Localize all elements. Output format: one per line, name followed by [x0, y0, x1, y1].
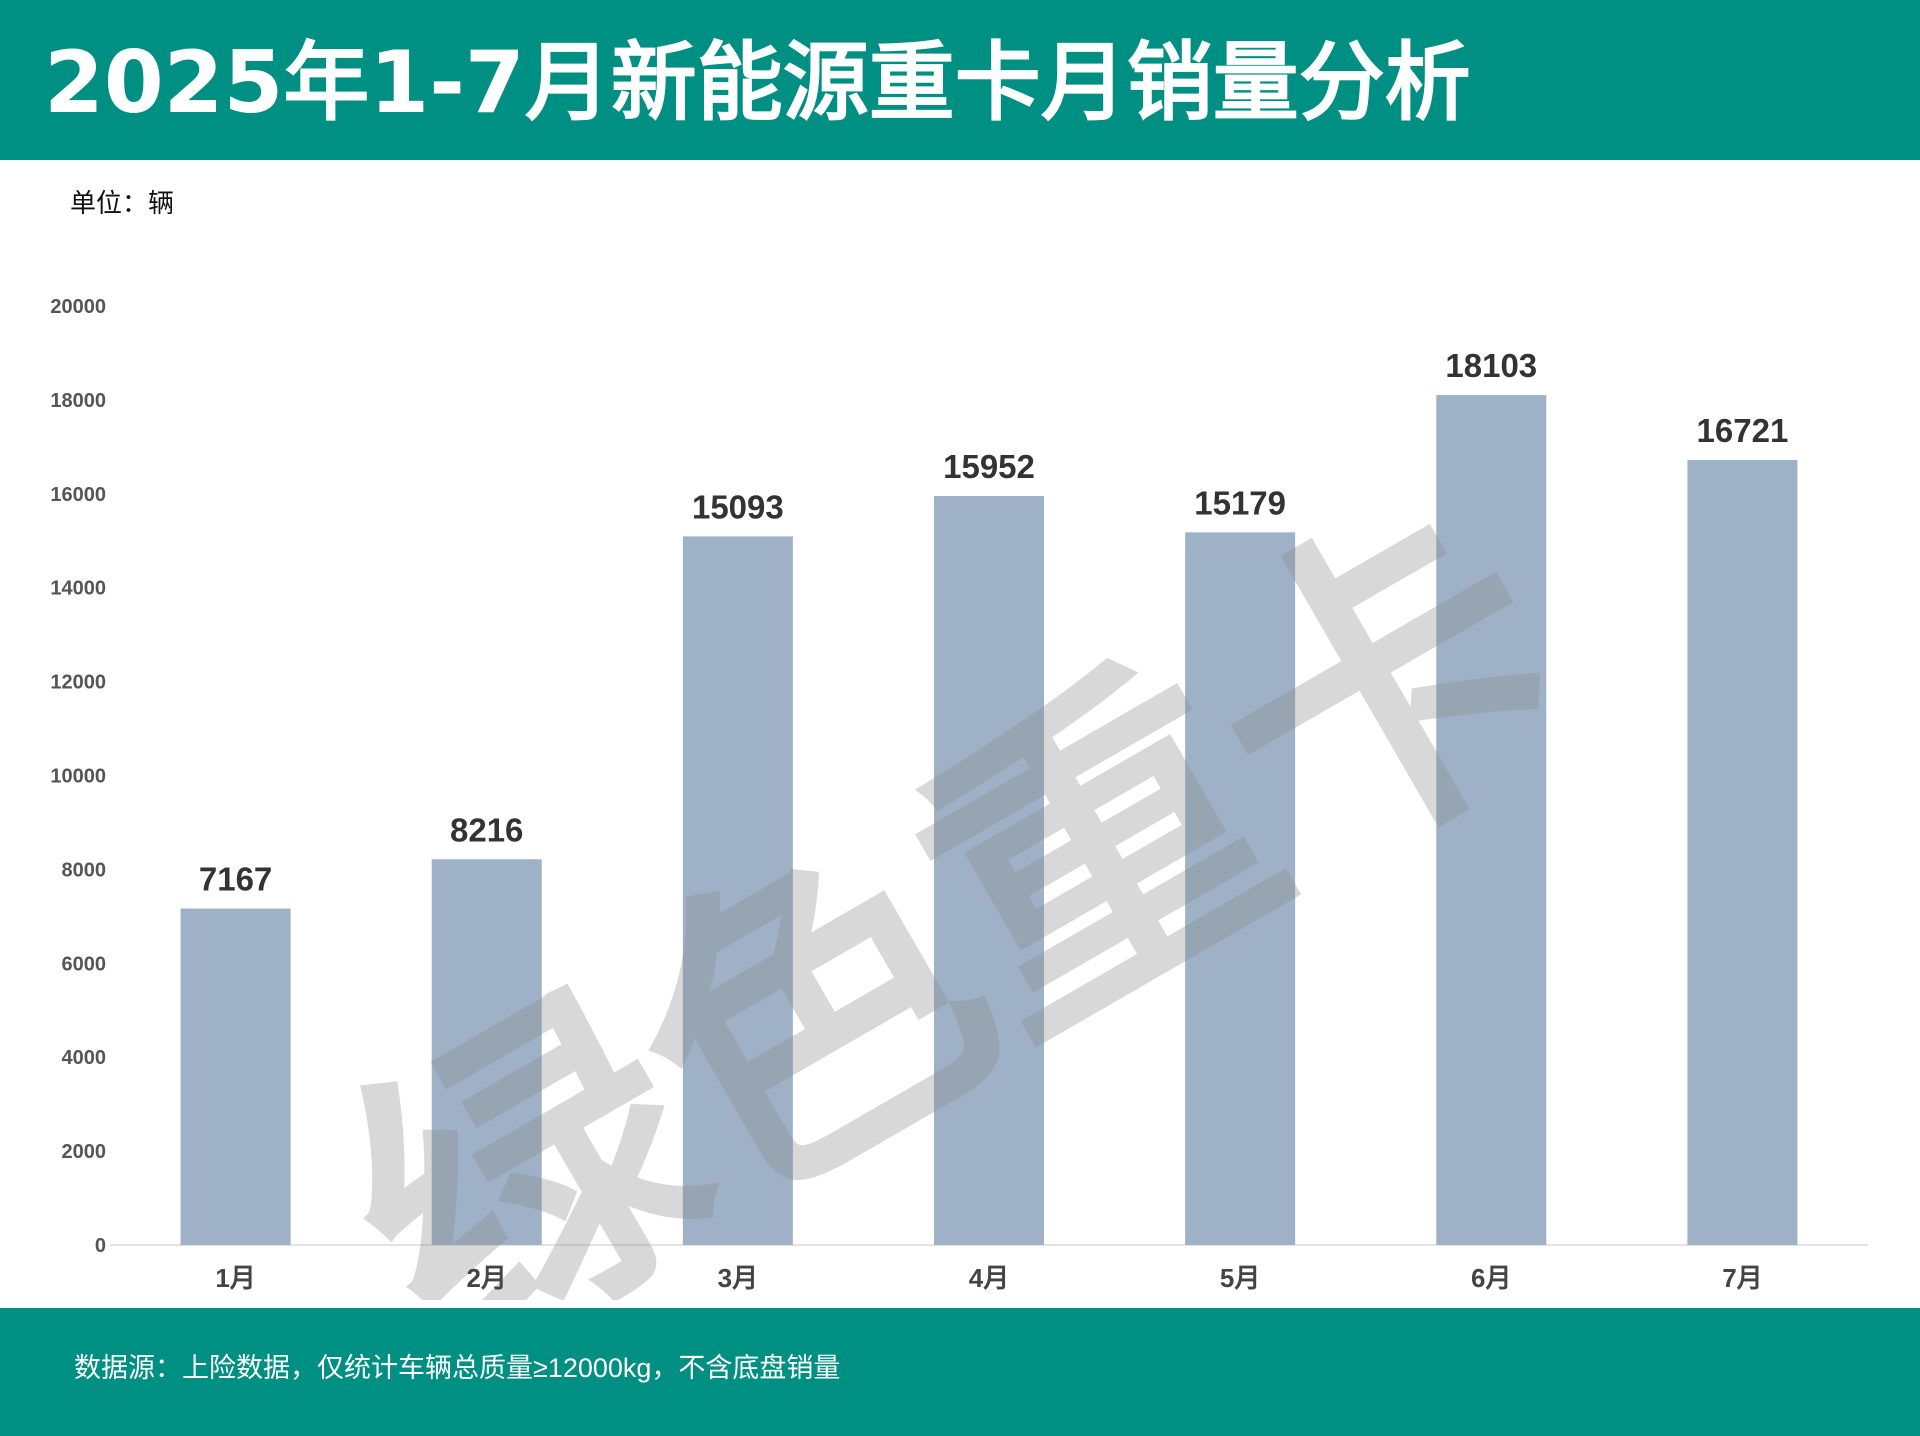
x-tick-label: 6月 — [1471, 1263, 1511, 1293]
header-bar: 2025年1-7月新能源重卡月销量分析 — [0, 0, 1920, 160]
bar-value-label: 15179 — [1194, 484, 1286, 521]
bar — [431, 859, 542, 1245]
y-tick-label: 6000 — [62, 953, 107, 975]
y-tick-label: 2000 — [62, 1141, 107, 1163]
bar — [1687, 459, 1798, 1245]
page-title: 2025年1-7月新能源重卡月销量分析 — [44, 33, 1471, 133]
y-tick-label: 12000 — [50, 672, 106, 694]
y-tick-label: 16000 — [50, 484, 106, 506]
x-axis-labels: 1月 2月 3月 4月 5月 6月 7月 — [215, 1263, 1762, 1293]
bar-value-label: 18103 — [1445, 347, 1537, 384]
y-axis-ticks: 0 2000 4000 6000 8000 10000 12000 14000 16000 180… — [50, 296, 106, 1257]
data-source-note: 数据源：上险数据，仅统计车辆总质量≥12000kg，不含底盘销量 — [74, 1353, 841, 1383]
x-tick-label: 2月 — [466, 1263, 506, 1293]
unit-label: 单位：辆 — [70, 188, 175, 218]
bar-value-label: 15093 — [692, 488, 784, 525]
bar-value-label: 7167 — [199, 861, 272, 898]
y-tick-label: 4000 — [62, 1047, 107, 1069]
y-tick-label: 18000 — [50, 390, 106, 412]
x-tick-label: 1月 — [215, 1263, 255, 1293]
bar-chart: 0 2000 4000 6000 8000 10000 12000 14000 16000 180… — [50, 296, 1868, 1300]
y-tick-label: 14000 — [50, 578, 106, 600]
bar-value-label: 8216 — [450, 811, 523, 848]
x-tick-label: 7月 — [1722, 1263, 1762, 1293]
x-tick-label: 3月 — [718, 1263, 758, 1293]
y-tick-label: 8000 — [62, 859, 107, 881]
bar — [1185, 532, 1296, 1245]
bars-group — [180, 395, 1798, 1245]
value-labels-group: 7167 8216 15093 15952 15179 18103 16721 — [199, 347, 1788, 897]
bar-value-label: 15952 — [943, 448, 1035, 485]
y-tick-label: 0 — [95, 1235, 106, 1257]
bar — [180, 908, 291, 1245]
footer-bar: 数据源：上险数据，仅统计车辆总质量≥12000kg，不含底盘销量 — [0, 1308, 1920, 1436]
bar — [682, 536, 793, 1245]
bar — [934, 496, 1044, 1245]
x-tick-label: 4月 — [969, 1263, 1009, 1293]
y-tick-label: 20000 — [50, 296, 106, 318]
bar — [1436, 395, 1547, 1245]
bar-value-label: 16721 — [1697, 412, 1789, 449]
x-tick-label: 5月 — [1220, 1263, 1260, 1293]
y-tick-label: 10000 — [50, 766, 106, 788]
